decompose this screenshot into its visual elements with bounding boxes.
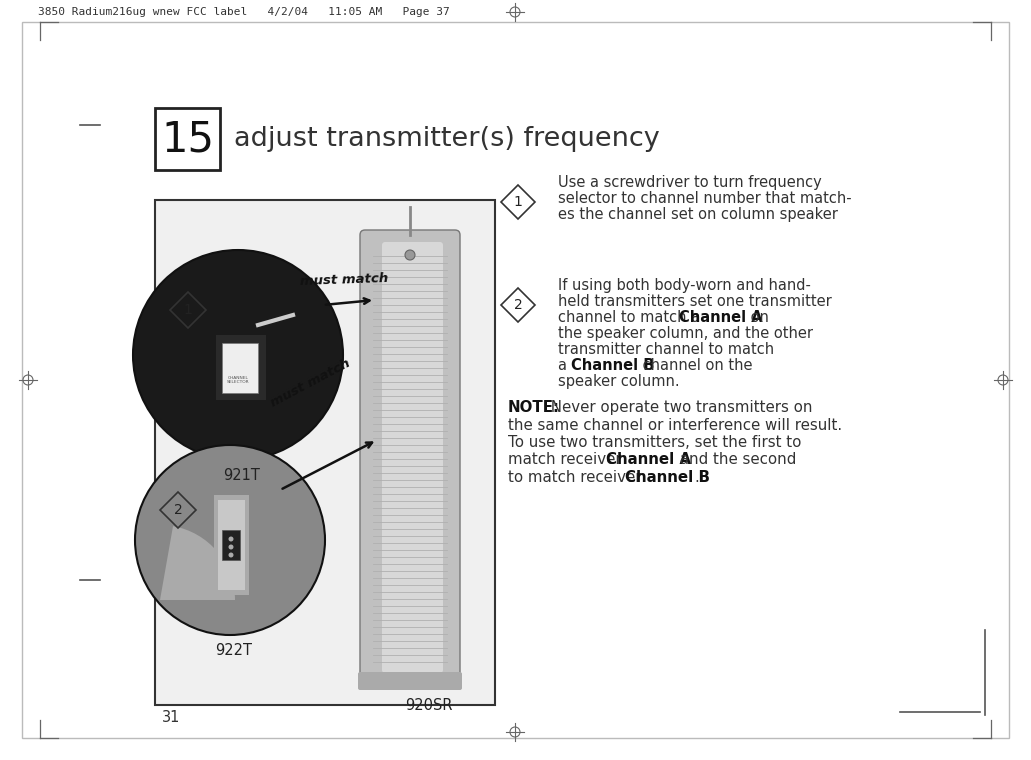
Text: 31: 31 — [162, 710, 180, 725]
Circle shape — [229, 537, 233, 541]
Text: 921T: 921T — [223, 468, 260, 483]
Text: transmitter channel to match: transmitter channel to match — [558, 342, 774, 357]
FancyBboxPatch shape — [383, 242, 443, 673]
Text: Use a screwdriver to turn frequency: Use a screwdriver to turn frequency — [558, 175, 822, 190]
Text: 922T: 922T — [215, 643, 252, 658]
Text: 2: 2 — [173, 503, 182, 517]
Text: adjust transmitter(s) frequency: adjust transmitter(s) frequency — [234, 126, 660, 152]
Text: held transmitters set one transmitter: held transmitters set one transmitter — [558, 294, 832, 309]
Text: 1: 1 — [513, 195, 523, 209]
Text: and the second: and the second — [675, 452, 796, 467]
FancyBboxPatch shape — [360, 230, 460, 685]
Text: .: . — [694, 470, 699, 485]
Bar — [222, 530, 240, 560]
Text: 3850 Radium216ug wnew FCC label   4/2/04   11:05 AM   Page 37: 3850 Radium216ug wnew FCC label 4/2/04 1… — [38, 7, 450, 17]
Bar — [155, 200, 495, 705]
Text: es the channel set on column speaker: es the channel set on column speaker — [558, 207, 838, 222]
Circle shape — [133, 250, 343, 460]
Circle shape — [405, 250, 415, 260]
Text: on: on — [746, 310, 769, 325]
Text: Never operate two transmitters on: Never operate two transmitters on — [546, 400, 813, 415]
Text: Channel A: Channel A — [605, 452, 691, 467]
Bar — [222, 343, 258, 393]
FancyBboxPatch shape — [358, 672, 462, 690]
Text: selector to channel number that match-: selector to channel number that match- — [558, 191, 852, 206]
Text: to match receiver: to match receiver — [508, 470, 646, 485]
Circle shape — [229, 544, 233, 549]
Text: the same channel or interference will result.: the same channel or interference will re… — [508, 417, 842, 432]
Text: 2: 2 — [513, 298, 523, 312]
Text: If using both body-worn and hand-: If using both body-worn and hand- — [558, 278, 810, 293]
Text: CHANNEL
SELECTOR: CHANNEL SELECTOR — [227, 375, 250, 385]
Bar — [218, 500, 245, 590]
Wedge shape — [160, 526, 235, 600]
Text: the speaker column, and the other: the speaker column, and the other — [558, 326, 813, 341]
Text: a: a — [558, 358, 571, 373]
Text: channel to match a: channel to match a — [558, 310, 705, 325]
Circle shape — [229, 553, 233, 558]
Circle shape — [135, 445, 325, 635]
Text: 920SR: 920SR — [405, 698, 453, 713]
Text: Channel A: Channel A — [678, 310, 762, 325]
Bar — [217, 335, 266, 400]
Text: Channel B: Channel B — [571, 358, 654, 373]
Text: match receiver: match receiver — [508, 452, 627, 467]
Text: must match: must match — [300, 272, 389, 288]
Text: Channel B: Channel B — [625, 470, 710, 485]
Text: 15: 15 — [161, 118, 214, 160]
Bar — [214, 495, 250, 595]
Text: must match: must match — [268, 357, 352, 410]
Text: channel on the: channel on the — [638, 358, 753, 373]
Text: speaker column.: speaker column. — [558, 374, 679, 389]
Text: 1: 1 — [184, 303, 193, 317]
Text: To use two transmitters, set the first to: To use two transmitters, set the first t… — [508, 435, 801, 450]
Bar — [155, 108, 220, 170]
Text: NOTE:: NOTE: — [508, 400, 560, 415]
